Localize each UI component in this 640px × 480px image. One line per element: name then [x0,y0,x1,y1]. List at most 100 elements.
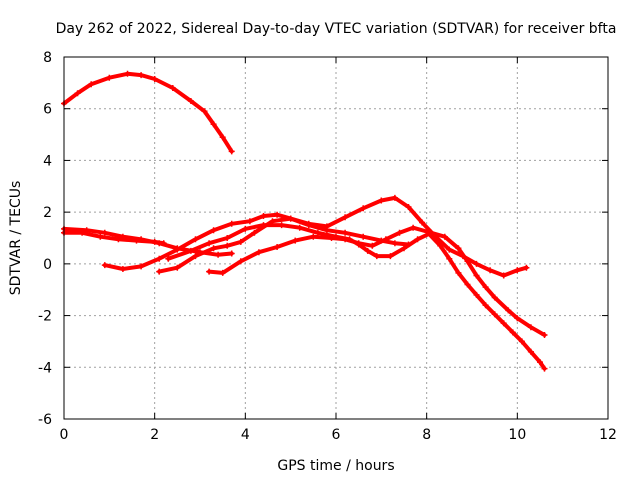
grid-layer [64,57,608,419]
x-tick-label: 8 [422,427,431,443]
series-5-point [174,264,181,271]
series-5-point [287,215,294,222]
series-3 [61,225,235,258]
series-7-point [355,240,362,247]
series-7-point [410,224,417,231]
series-6-point [441,233,448,240]
series-1 [61,70,235,155]
series-6-point [527,324,534,331]
y-tick-label: 8 [43,50,52,66]
series-7-point [482,302,489,309]
series-4-point [174,246,181,253]
series-5-point [156,268,163,275]
y-tick-label: 6 [43,102,52,118]
series-5-point [192,253,199,260]
series-1-point [88,81,95,88]
series-1-point [210,121,217,128]
series-5-point [305,220,312,227]
series-6-point [455,245,462,252]
y-tick-label: 4 [43,153,52,169]
series-5-point [487,267,494,274]
series-1-point [74,90,81,97]
series-6-point [514,315,521,322]
series-4-point [101,262,108,269]
series-7-point [342,236,349,243]
series-7-point [537,359,543,366]
series-3-point [101,229,108,236]
series-7-point [255,249,262,256]
series-7-point [237,258,244,265]
series-7-point [541,365,548,372]
x-tick-label: 6 [332,427,341,443]
series-1-point [124,70,131,77]
x-axis-label: GPS time / hours [277,458,394,474]
series-6-point [401,245,407,252]
series-5-point [446,246,453,253]
series-5-point [523,264,530,271]
x-tick-label: 4 [241,427,250,443]
series-4-point [360,233,367,240]
series-5-point [360,205,367,212]
series-5-point [391,194,398,201]
series-3-point [83,227,90,234]
series-7-point [509,329,516,336]
series-5-point [251,229,258,236]
series-6-point [224,235,231,241]
series-7-point [369,242,376,249]
series-6-point [206,240,213,247]
series-6-point [491,294,498,301]
series-3-point [228,250,235,257]
series-5-point [378,197,385,204]
series-7-point [527,348,534,355]
series-line-1 [62,71,234,154]
y-tick-label: -2 [38,309,52,325]
series-1-point [151,76,158,82]
series-line-7 [207,225,547,371]
series-4-point [210,227,217,234]
series-4-point [260,213,267,219]
series-4-point [228,220,235,227]
series-1-point [201,108,208,115]
series-1-point [169,85,176,91]
series-4-point [391,240,398,247]
series-4-point [156,255,163,262]
series-4-point [274,211,281,218]
series-1-point [228,148,235,155]
series-7-point [491,311,498,318]
series-6-point [260,222,267,229]
series-layer [61,70,548,372]
series-3-point [156,240,163,247]
series-5-point [419,219,426,226]
series-5-point [405,204,412,210]
series-7-point [446,255,453,262]
series-4-point [119,266,126,272]
x-tick-label: 2 [150,427,159,443]
series-5-point [210,245,217,252]
series-5-point [342,214,349,221]
series-3-point [119,233,126,240]
series-5-point [473,260,480,267]
series-6-point [414,236,421,243]
series-6-point [314,229,321,236]
series-line-6 [166,223,547,337]
series-6-point [165,255,172,262]
series-1-point [187,98,194,104]
series-6-point [387,253,394,260]
y-tick-label: 0 [43,257,52,273]
series-7-point [310,233,317,240]
x-tick-label: 10 [508,427,526,443]
series-7-point [292,237,299,244]
series-5-point [323,223,330,230]
series-6 [165,222,548,338]
series-2 [61,229,167,247]
series-1-point [219,134,226,141]
series-3-point [215,251,222,258]
series-4-point [138,263,145,270]
y-tick-label: -6 [38,412,52,428]
series-7-point [396,229,403,236]
series-6-point [296,224,303,231]
series-7-point [473,291,480,298]
series-6-point [464,258,471,265]
series-6-point [541,332,548,338]
